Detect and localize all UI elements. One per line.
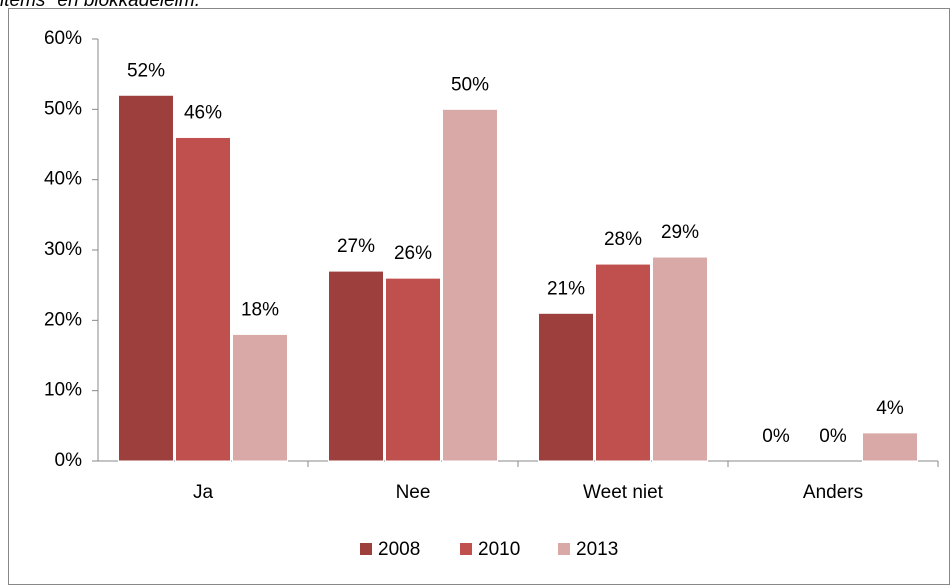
value-label: 21%: [547, 278, 585, 299]
bar: [385, 277, 441, 462]
value-label: 52%: [127, 60, 165, 81]
value-label: 28%: [604, 229, 642, 250]
bar: [595, 263, 651, 462]
y-tick-label: 60%: [44, 28, 82, 49]
value-label: 50%: [451, 74, 489, 95]
bar: [175, 136, 231, 462]
y-tick-label: 50%: [44, 98, 82, 119]
bar: [118, 94, 174, 462]
value-label: 0%: [819, 426, 847, 447]
value-label: 18%: [241, 299, 279, 320]
value-label: 4%: [876, 398, 904, 419]
x-tick-label: Ja: [193, 482, 214, 503]
y-tick-label: 0%: [55, 450, 83, 471]
bar: [652, 256, 708, 462]
value-label: 46%: [184, 102, 222, 123]
legend-label: 2010: [478, 539, 520, 560]
y-tick-label: 30%: [44, 239, 82, 260]
bar: [232, 333, 288, 462]
bar: [862, 432, 918, 462]
value-label: 27%: [337, 236, 375, 257]
y-tick-label: 10%: [44, 380, 82, 401]
bar: [442, 108, 498, 462]
x-tick-label: Nee: [396, 482, 431, 503]
y-tick-label: 40%: [44, 169, 82, 190]
x-tick-label: Weet niet: [583, 482, 664, 503]
legend-label: 2013: [576, 539, 618, 560]
bar: [328, 270, 384, 462]
legend-swatch: [558, 543, 570, 555]
legend-label: 2008: [378, 539, 420, 560]
x-tick-label: Anders: [803, 482, 863, 503]
y-tick-label: 20%: [44, 309, 82, 330]
chart-title: items" en blokkadeleim.: [0, 0, 200, 11]
value-label: 0%: [762, 426, 790, 447]
value-label: 26%: [394, 243, 432, 264]
legend-swatch: [360, 543, 372, 555]
legend-swatch: [460, 543, 472, 555]
bar: [538, 312, 594, 462]
value-label: 29%: [661, 222, 699, 243]
